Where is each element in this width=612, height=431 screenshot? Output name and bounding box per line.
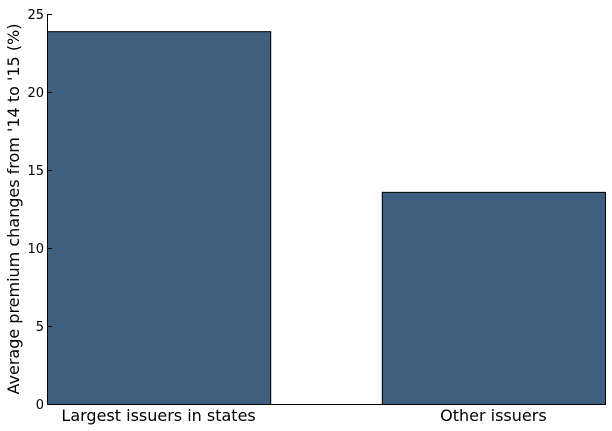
bars-group — [47, 31, 606, 405]
y-ticks-group: 0 5 10 15 20 25 — [27, 8, 52, 413]
x-tick-label-0: Largest issuers in states — [61, 406, 255, 425]
y-tick-label-1: 5 — [36, 320, 44, 335]
y-tick-label-2: 10 — [27, 242, 44, 257]
y-tick-label-4: 20 — [27, 86, 44, 101]
x-tick-labels-group: Largest issuers in states Other issuers — [61, 406, 546, 425]
y-tick-label-5: 25 — [27, 8, 44, 23]
bar-1 — [381, 191, 606, 405]
y-tick-label-0: 0 — [36, 398, 44, 413]
x-tick-label-1: Other issuers — [440, 406, 547, 425]
y-axis-label: Average premium changes from '14 to '15 … — [4, 23, 23, 394]
bar-0 — [47, 31, 272, 405]
y-tick-label-3: 15 — [27, 164, 44, 179]
